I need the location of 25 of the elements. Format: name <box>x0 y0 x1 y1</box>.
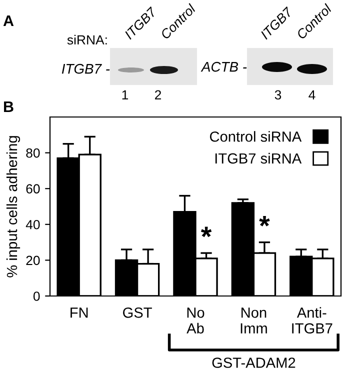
text: 4 <box>308 90 316 100</box>
x-tick-label: Non Imm <box>240 308 267 334</box>
x-tick-label: No Ab <box>186 308 204 334</box>
text: A <box>3 15 14 26</box>
text: ITGB7 - <box>62 64 110 74</box>
text: B <box>4 101 14 112</box>
x-tick-label: FN <box>70 308 88 318</box>
x-tick-label: GST <box>123 307 152 318</box>
annotation: * <box>200 226 212 238</box>
text: GST-ADAM2 <box>212 358 296 368</box>
text: siRNA: <box>67 34 107 45</box>
text: ACTB - <box>200 62 247 72</box>
annotation: * <box>259 216 270 226</box>
y-tick-label: 80 <box>26 148 40 158</box>
x-tick-label: Anti- ITGB7 <box>292 307 332 334</box>
text: 3 <box>274 90 282 100</box>
text: 2 <box>154 90 162 100</box>
y-tick-label: 20 <box>26 256 40 266</box>
y-axis-title: % input cells adhering <box>6 136 20 278</box>
y-tick-label: 40 <box>26 220 40 230</box>
legend-label: Control siRNA <box>210 131 302 142</box>
y-tick-label: 60 <box>26 184 40 194</box>
legend-label: ITGB7 siRNA <box>215 152 302 164</box>
text: 1 <box>122 90 128 100</box>
y-tick-label: 0 <box>33 292 40 301</box>
